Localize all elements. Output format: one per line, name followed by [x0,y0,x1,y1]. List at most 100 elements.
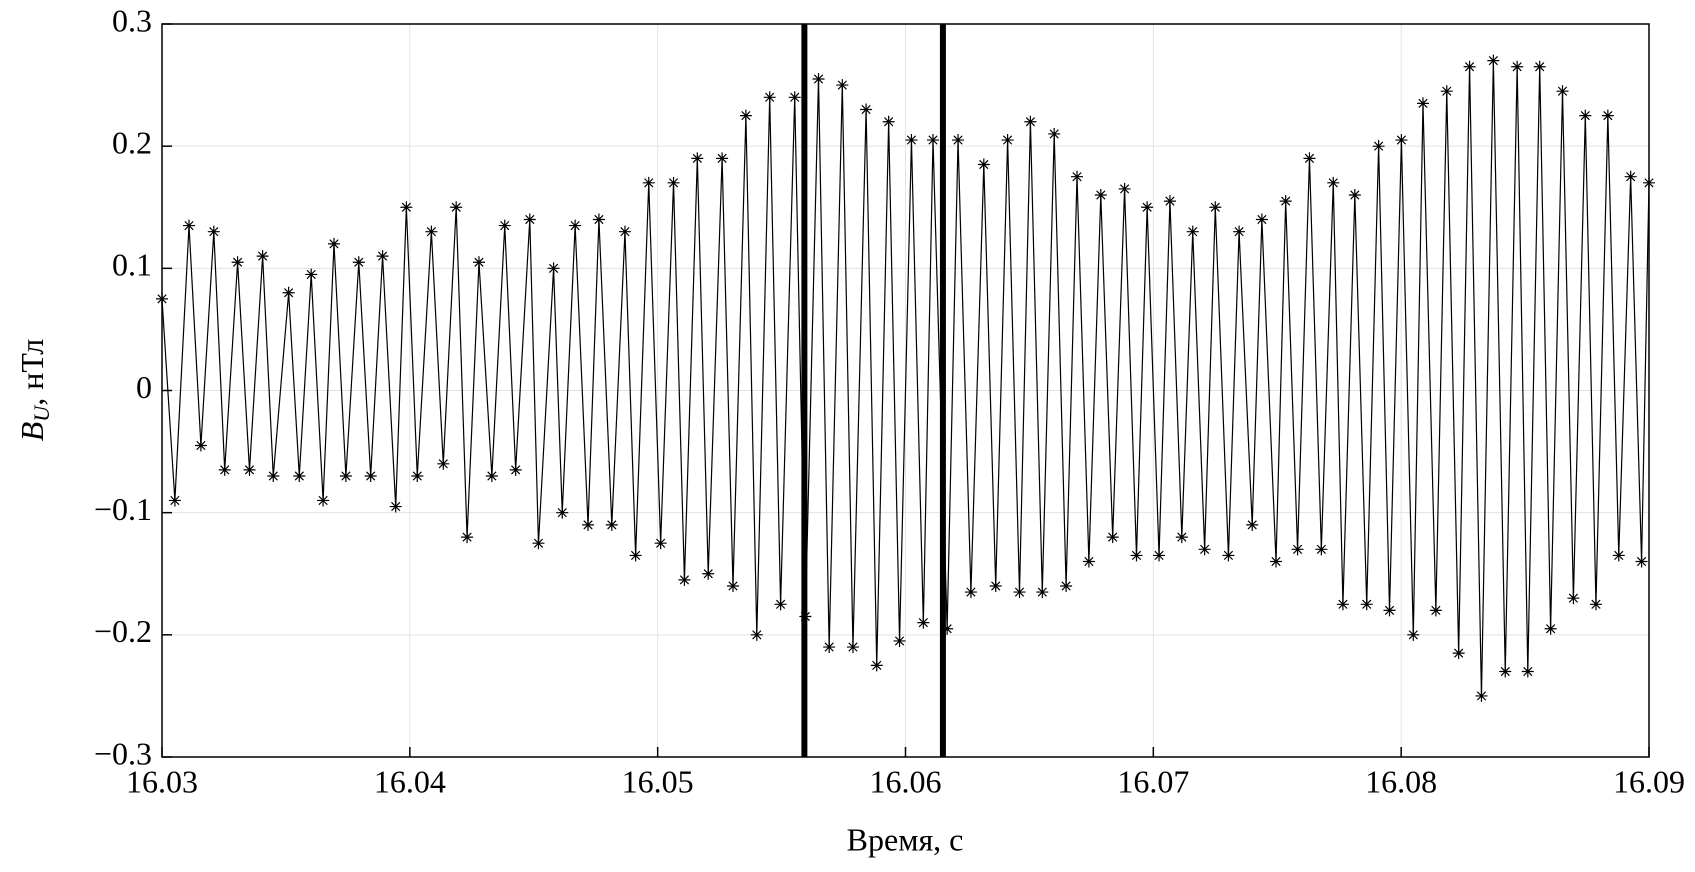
data-point [1624,170,1637,183]
x-tick-label: 16.04 [374,763,446,799]
data-point [1279,195,1292,208]
x-tick-label: 16.09 [1613,763,1685,799]
data-point [1013,586,1026,599]
data-point [450,201,463,214]
data-point [618,225,631,238]
data-point [437,457,450,470]
data-point [1544,622,1557,635]
data-point [183,219,196,232]
data-point [1395,134,1408,147]
data-point [243,463,256,476]
data-point [267,470,280,483]
data-point [952,134,965,147]
data-point [691,152,704,165]
data-point [364,470,377,483]
data-point [218,463,231,476]
data-point [977,158,990,171]
data-point [1416,97,1429,110]
data-point [592,213,605,226]
data-point [870,659,883,672]
y-tick-label: −0.1 [94,491,152,527]
data-point [629,549,642,562]
data-point [569,219,582,232]
data-point [763,91,776,104]
data-point [532,537,545,550]
data-point [989,579,1002,592]
x-tick-label: 16.08 [1365,763,1437,799]
data-point [716,152,729,165]
data-point [1036,586,1049,599]
data-point [1327,176,1340,189]
data-point [1209,201,1222,214]
data-point [750,628,763,641]
data-point [927,134,940,147]
x-tick-label: 16.05 [622,763,694,799]
data-point [523,213,536,226]
data-point [812,72,825,85]
data-point [547,262,560,275]
data-point [425,225,438,238]
data-point [1048,127,1061,140]
data-point [1429,604,1442,617]
data-point [168,494,181,507]
data-point [293,470,306,483]
data-point [1118,182,1131,195]
data-point [472,256,485,269]
y-tick-label: 0 [136,369,152,405]
data-point [1082,555,1095,568]
data-point [1303,152,1316,165]
data-point [411,470,424,483]
data-point [1579,109,1592,122]
data-point [882,115,895,128]
data-point [846,641,859,654]
y-tick-label: −0.3 [94,735,152,771]
y-tick-label: −0.2 [94,613,152,649]
data-point [774,598,787,611]
data-point [1511,60,1524,73]
y-tick-label: 0.1 [112,247,152,283]
data-point [1246,518,1259,531]
data-point [1601,109,1614,122]
data-point [194,439,207,452]
data-point [582,518,595,531]
data-point [1372,140,1385,153]
data-point [654,537,667,550]
data-point [1198,543,1211,556]
data-point [1130,549,1143,562]
data-point [1233,225,1246,238]
data-point [1643,176,1655,189]
data-point [1452,647,1465,660]
data-point [917,616,930,629]
data-point [1407,628,1420,641]
data-point [1001,134,1014,147]
data-point [1487,54,1500,67]
y-label-unit: , нТл [14,339,50,406]
data-point [1106,531,1119,544]
data-point [1141,201,1154,214]
data-point [305,268,318,281]
x-axis-label: Время, с [847,821,964,857]
data-point [1383,604,1396,617]
data-point [461,531,474,544]
data-point [352,256,365,269]
y-label-subscript: U [29,404,54,422]
data-point [1071,170,1083,183]
data-point [823,641,836,654]
data-point [1499,665,1512,678]
data-point [1475,689,1488,702]
data-point [727,579,740,592]
data-point [1024,115,1037,128]
y-tick-label: 0.2 [112,125,152,161]
data-point [788,91,801,104]
data-point [642,176,655,189]
data-point [1270,555,1283,568]
data-point [1556,85,1569,98]
data-point [678,573,691,586]
data-point [256,250,269,263]
data-point [376,250,389,263]
data-point [1094,189,1107,202]
data-point [389,500,402,513]
data-point [1336,598,1349,611]
data-point [339,470,352,483]
